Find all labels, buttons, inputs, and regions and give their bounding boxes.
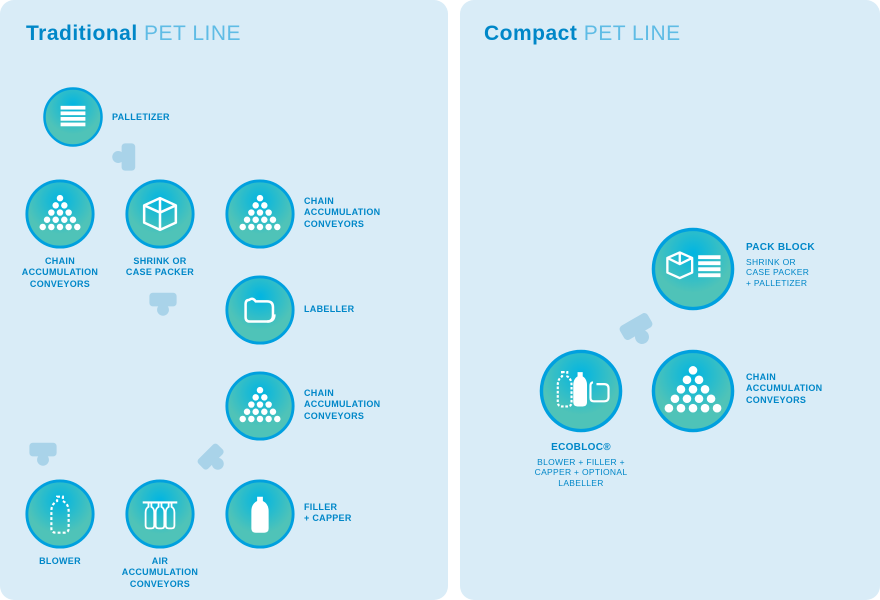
title-light: PET LINE [144,22,241,45]
traditional-title: Traditional PET LINE [26,22,241,46]
traditional-panel: Traditional PET LINE PALLETIZER CHAIN AC… [0,0,448,600]
operator-icon [108,140,142,174]
shrink-label: SHRINK OR CASE PACKER [124,256,196,279]
labeller-node [224,274,296,346]
operator-icon [26,436,60,470]
air-label: AIR ACCUMULATION CONVEYORS [120,556,200,590]
chain3-label: CHAIN ACCUMULATION CONVEYORS [304,388,380,422]
compact-title: Compact PET LINE [484,22,681,46]
chain-conveyors-node-3 [224,370,296,442]
palletizer-label: PALLETIZER [112,112,170,123]
packblock-sub: SHRINK OR CASE PACKER + PALLETIZER [746,257,815,289]
chain-conveyors-node-2 [224,178,296,250]
palletizer-node [42,86,104,148]
blower-label: BLOWER [24,556,96,567]
packblock-label: PACK BLOCK SHRINK OR CASE PACKER + PALLE… [746,242,815,288]
operator-icon [146,286,180,320]
packblock-title: PACK BLOCK [746,242,815,253]
air-conveyors-node [124,478,196,550]
filler-label: FILLER + CAPPER [304,502,352,525]
title-light: PET LINE [584,22,681,45]
labeller-label: LABELLER [304,304,354,315]
pack-block-node [650,226,736,312]
chain2-label: CHAIN ACCUMULATION CONVEYORS [304,196,380,230]
title-bold: Compact [484,22,577,45]
chain-r-label: CHAIN ACCUMULATION CONVEYORS [746,372,822,406]
compact-panel: Compact PET LINE PACK BLOCK SHRINK OR CA… [460,0,880,600]
ecobloc-label: ECOBLOC® BLOWER + FILLER + CAPPER + OPTI… [522,442,640,488]
ecobloc-sub: BLOWER + FILLER + CAPPER + OPTIONAL LABE… [522,457,640,489]
ecobloc-title: ECOBLOC® [551,442,611,453]
blower-node [24,478,96,550]
filler-capper-node [224,478,296,550]
operator-icon [189,435,237,483]
chain1-label: CHAIN ACCUMULATION CONVEYORS [20,256,100,290]
chain-conveyors-node-r [650,348,736,434]
shrink-packer-node [124,178,196,250]
title-bold: Traditional [26,22,138,45]
chain-conveyors-node-1 [24,178,96,250]
ecobloc-node [538,348,624,434]
